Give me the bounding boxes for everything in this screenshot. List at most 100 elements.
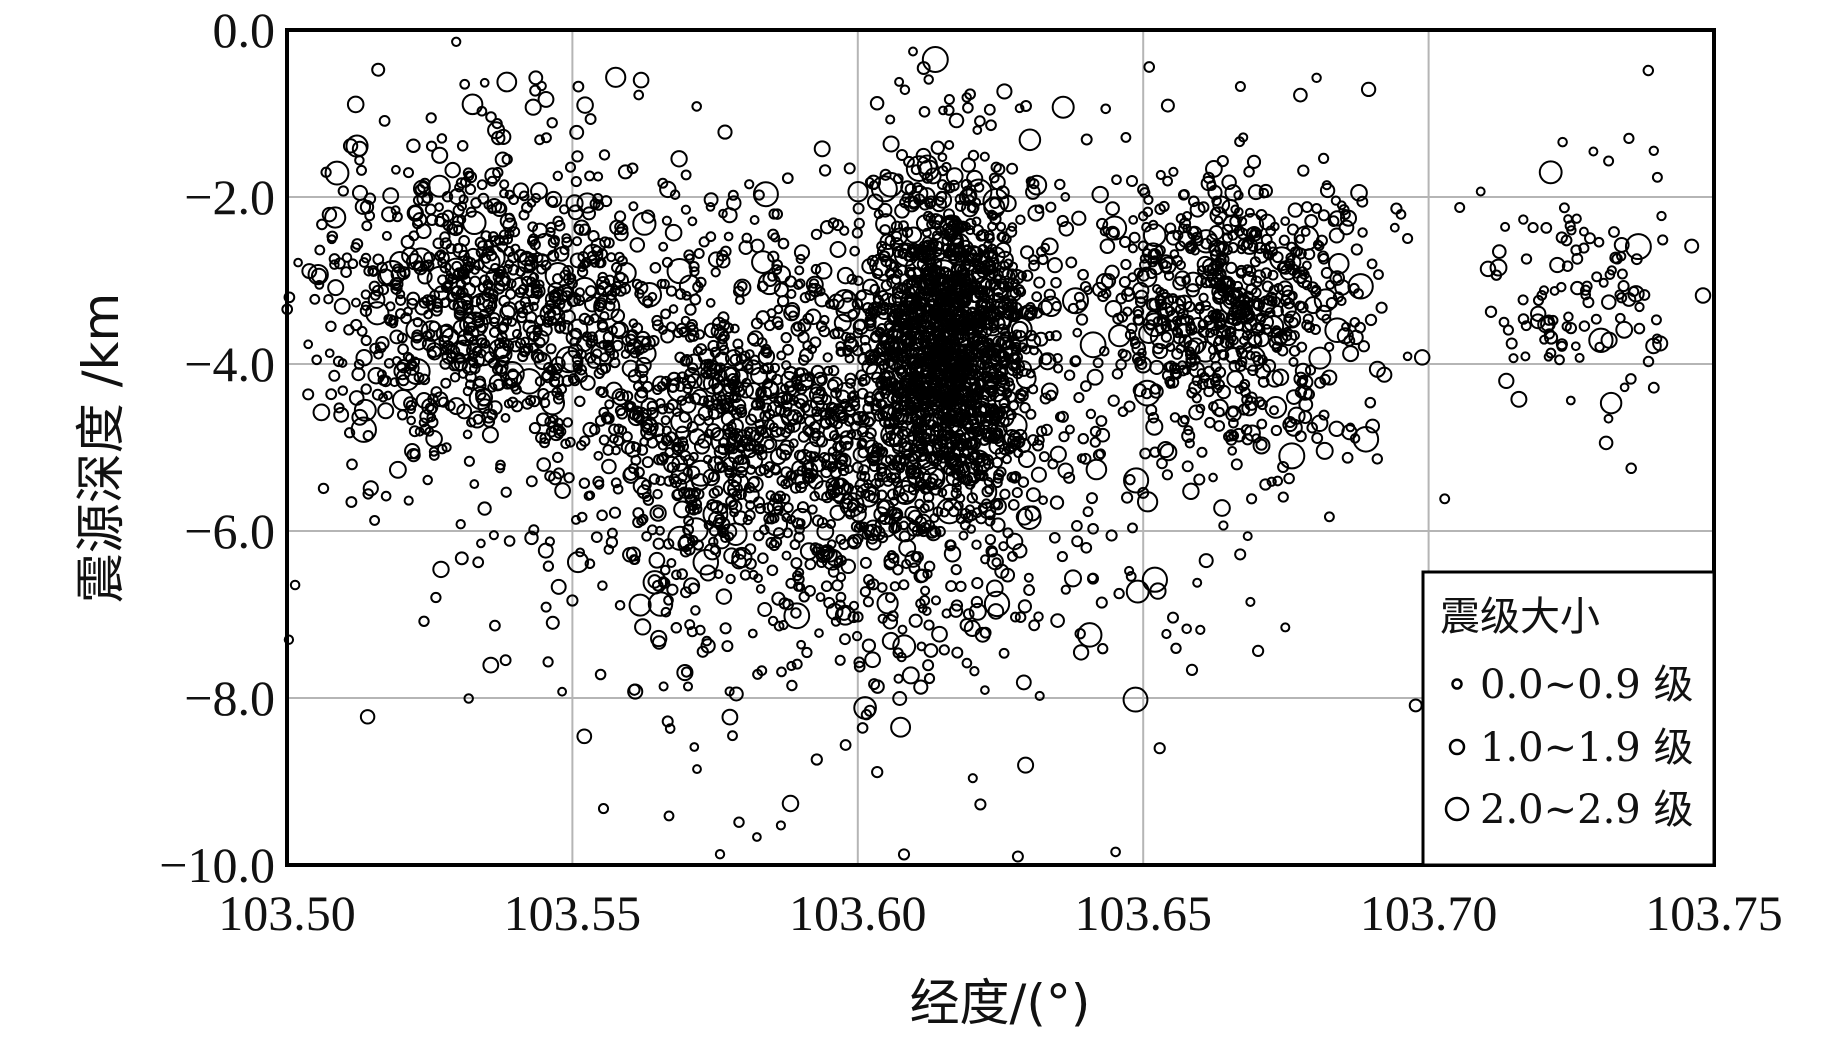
- event-point: [389, 329, 405, 345]
- event-point: [1259, 478, 1272, 491]
- event-point: [1312, 239, 1323, 250]
- event-point: [960, 244, 973, 258]
- event-point: [750, 399, 762, 411]
- event-point: [544, 262, 572, 289]
- event-point: [1402, 232, 1414, 245]
- event-point: [1203, 385, 1215, 398]
- event-point: [1252, 269, 1267, 284]
- event-point: [1251, 321, 1266, 337]
- event-point: [810, 455, 827, 473]
- event-point: [1195, 403, 1206, 414]
- event-point: [607, 325, 618, 336]
- event-point: [667, 525, 693, 551]
- event-point: [1364, 396, 1377, 409]
- event-point: [967, 149, 980, 162]
- event-point: [345, 496, 358, 508]
- event-point: [1001, 233, 1012, 245]
- event-point: [658, 241, 669, 252]
- event-point: [1221, 232, 1234, 244]
- event-point: [611, 388, 630, 406]
- event-point: [989, 197, 1001, 209]
- event-point: [864, 319, 877, 332]
- event-point: [816, 522, 835, 541]
- event-point: [1613, 236, 1630, 253]
- event-point: [1040, 423, 1053, 436]
- event-point: [852, 533, 864, 545]
- event-point: [391, 164, 401, 175]
- event-point: [886, 312, 897, 323]
- event-point: [552, 393, 565, 405]
- event-point: [1304, 364, 1317, 376]
- event-point: [458, 194, 469, 205]
- event-point: [691, 101, 702, 112]
- event-point: [1147, 411, 1160, 424]
- event-point: [761, 381, 780, 400]
- event-point: [857, 353, 870, 366]
- event-point: [979, 151, 990, 162]
- event-point: [861, 258, 878, 275]
- event-point: [1334, 279, 1351, 296]
- event-point: [584, 295, 601, 313]
- event-point: [863, 523, 882, 542]
- event-point: [1225, 261, 1238, 275]
- event-point: [1614, 312, 1626, 324]
- event-point: [918, 187, 936, 205]
- event-point: [918, 198, 931, 211]
- event-point: [1099, 238, 1116, 254]
- event-point: [1278, 234, 1290, 246]
- event-point: [1225, 433, 1238, 446]
- event-point: [616, 407, 629, 420]
- event-point: [1051, 95, 1075, 119]
- event-point: [1160, 98, 1175, 113]
- event-point: [1561, 260, 1574, 272]
- event-point: [1143, 194, 1154, 206]
- event-point: [1273, 330, 1289, 346]
- event-point: [403, 495, 414, 506]
- event-point: [892, 380, 904, 392]
- event-point: [913, 568, 929, 584]
- event-point: [408, 425, 421, 438]
- event-point: [762, 271, 778, 287]
- event-point: [529, 342, 540, 354]
- event-point: [923, 619, 935, 631]
- event-point: [868, 253, 893, 277]
- event-point: [368, 267, 379, 278]
- event-point: [910, 337, 923, 350]
- event-point: [571, 150, 584, 163]
- event-point: [537, 90, 555, 108]
- event-point: [1112, 312, 1125, 325]
- event-point: [534, 134, 545, 146]
- event-point: [1213, 420, 1226, 432]
- event-point: [1694, 287, 1712, 304]
- event-point: [415, 392, 433, 409]
- event-point: [1222, 284, 1234, 296]
- event-point: [1149, 384, 1164, 399]
- event-point: [765, 536, 778, 549]
- event-point: [767, 228, 779, 241]
- event-point: [819, 220, 835, 235]
- event-point: [343, 324, 355, 336]
- event-point: [1479, 260, 1497, 278]
- event-point: [660, 564, 671, 576]
- event-point: [678, 411, 691, 423]
- event-point: [1178, 188, 1190, 200]
- event-point: [825, 477, 841, 493]
- event-point: [1578, 320, 1591, 332]
- event-point: [726, 195, 742, 211]
- event-point: [857, 376, 868, 387]
- event-point: [442, 340, 454, 351]
- event-point: [1601, 294, 1617, 310]
- event-point: [512, 182, 530, 199]
- event-point: [927, 239, 939, 251]
- event-point: [604, 300, 616, 312]
- event-point: [663, 475, 675, 487]
- event-point: [904, 367, 916, 379]
- event-point: [1075, 299, 1087, 311]
- event-point: [688, 428, 706, 446]
- event-point: [449, 372, 461, 383]
- event-point: [1017, 599, 1033, 614]
- event-point: [1343, 334, 1356, 347]
- event-point: [1650, 314, 1662, 326]
- event-point: [1571, 213, 1582, 224]
- event-point: [1164, 375, 1176, 387]
